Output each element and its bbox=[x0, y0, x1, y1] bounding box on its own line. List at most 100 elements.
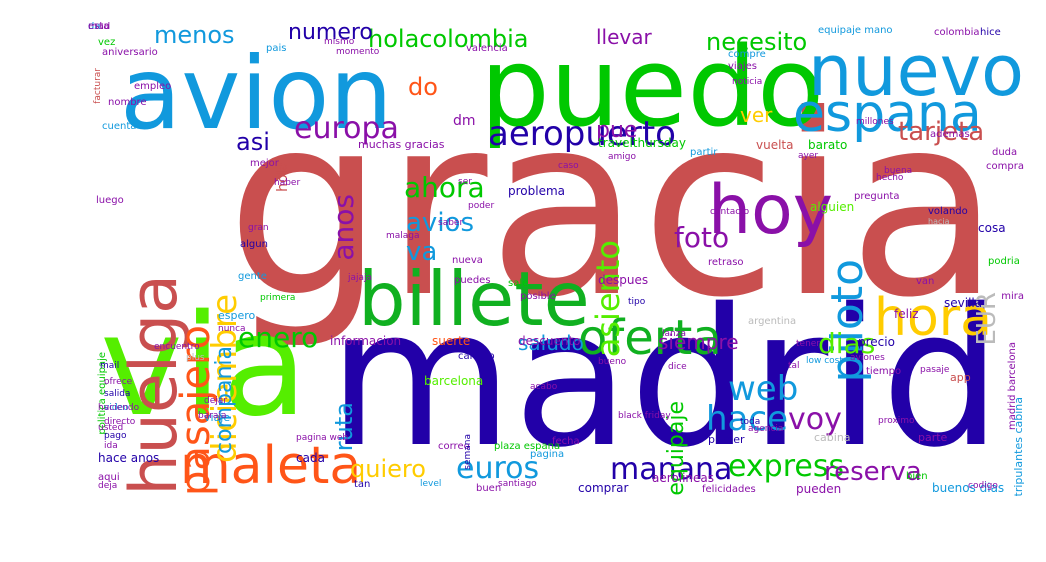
word-haber: haber bbox=[274, 178, 301, 188]
word-volando: volando bbox=[928, 206, 968, 217]
word-reserva: reserva bbox=[824, 457, 922, 487]
word-contacto: contacto bbox=[710, 207, 750, 217]
word-buen: buen bbox=[476, 483, 502, 494]
word-vez: vez bbox=[98, 37, 116, 48]
word-ida: ida bbox=[104, 441, 118, 451]
word-enero: enero bbox=[238, 321, 319, 354]
word-asiento: asiento bbox=[589, 240, 627, 358]
word-maleta: maleta bbox=[180, 436, 362, 496]
word-primer: primer bbox=[708, 433, 745, 446]
word-low-cost: low cost bbox=[806, 356, 843, 366]
word-pagina-web: pagina web bbox=[296, 433, 349, 443]
word-dice: dice bbox=[668, 362, 687, 372]
word-necesito: necesito bbox=[706, 28, 808, 56]
word-poder: poder bbox=[468, 201, 495, 211]
word-pago: pago bbox=[104, 431, 127, 441]
word-buena: buena bbox=[884, 166, 913, 176]
word-buenos-dias: buenos dias bbox=[932, 481, 1005, 495]
word-duda: duda bbox=[992, 147, 1018, 158]
word-va: va bbox=[406, 237, 438, 267]
word-oferta: oferta bbox=[578, 310, 722, 366]
word-foto: foto bbox=[674, 221, 730, 254]
word-posible: posible bbox=[520, 291, 556, 302]
word-empleo: empleo bbox=[134, 81, 172, 92]
word-compre: compre bbox=[728, 49, 766, 60]
word-anos: anos bbox=[327, 194, 360, 261]
word-tener: tener bbox=[796, 339, 821, 349]
word-van: van bbox=[916, 276, 935, 287]
word-caso: caso bbox=[558, 161, 579, 171]
word-toda: toda bbox=[740, 417, 761, 427]
word-cloud: gracia madrid via puedo avion billete huelga nu… bbox=[88, 22, 1024, 496]
word-primera: primera bbox=[260, 293, 296, 303]
word-haciendo: haciendo bbox=[98, 403, 140, 413]
word-aerolineas: aerolineas bbox=[652, 471, 715, 485]
word-tripulantes-cabina: tripulantes cabina bbox=[1012, 396, 1024, 496]
word-mejor: mejor bbox=[250, 158, 279, 169]
word-ahora: ahora bbox=[404, 171, 485, 204]
word-momento: momento bbox=[336, 47, 380, 57]
word-espana: espana bbox=[793, 84, 982, 144]
word-tan: tan bbox=[354, 479, 371, 490]
word-mail: mail bbox=[100, 361, 120, 371]
word-precio: precio bbox=[858, 335, 895, 349]
word-aviones: aviones bbox=[850, 353, 885, 363]
word-saludo: saludo bbox=[518, 331, 584, 355]
word-equipaje-mano: equipaje mano bbox=[818, 25, 893, 36]
word-via: via bbox=[100, 285, 308, 448]
word-millones: millones bbox=[856, 117, 894, 127]
word-comprar: comprar bbox=[578, 481, 629, 495]
word-cabina: cabina bbox=[814, 431, 851, 444]
word-ofrece: ofrece bbox=[104, 377, 133, 387]
word-algun: algun bbox=[240, 239, 268, 250]
word-retraso: retraso bbox=[708, 257, 744, 268]
word-baraja: baraja bbox=[198, 411, 227, 421]
word-barcelona: barcelona bbox=[424, 374, 484, 388]
word-acabo: acabo bbox=[530, 382, 558, 392]
word-hecho: hecho bbox=[876, 173, 904, 183]
word-madrid: madrid bbox=[328, 268, 1002, 489]
word-amigo: amigo bbox=[608, 152, 637, 162]
word-valencia: valencia bbox=[466, 43, 508, 54]
word-directo: directo bbox=[104, 417, 136, 427]
word-pais: pais bbox=[266, 43, 287, 54]
word-malaga: malaga bbox=[386, 231, 420, 241]
word-mad: mad bbox=[88, 22, 111, 32]
word-hice: hice bbox=[980, 27, 1001, 38]
word-siempre: siempre bbox=[658, 330, 739, 354]
word-gente: gente bbox=[238, 271, 267, 282]
word-correo: correo bbox=[438, 441, 470, 452]
word-nuevo: nuevo bbox=[807, 30, 1024, 112]
word-barato: barato bbox=[808, 138, 848, 152]
word-da: da bbox=[88, 22, 101, 32]
word-web: web bbox=[728, 369, 799, 409]
word-black-friday: black friday bbox=[618, 411, 671, 421]
word-nunca: nunca bbox=[218, 324, 246, 334]
word-hace: hace bbox=[706, 399, 788, 439]
word-llevar: llevar bbox=[596, 25, 652, 49]
word-hoy: hoy bbox=[708, 171, 833, 250]
word-alguien: alguien bbox=[810, 200, 855, 214]
word-descuento: descuento bbox=[518, 334, 581, 348]
word-vuelta: vuelta bbox=[756, 138, 794, 152]
word-tal: tal bbox=[788, 361, 800, 371]
word-cuenta: cuenta bbox=[102, 121, 137, 132]
word-santiago: santiago bbox=[498, 479, 537, 489]
word-pueden: pueden bbox=[796, 482, 842, 496]
word-partir: partir bbox=[690, 147, 718, 158]
word-felicidades: felicidades bbox=[702, 484, 756, 495]
word-sale: sale bbox=[508, 278, 529, 289]
word-pagina: pagina bbox=[530, 449, 565, 460]
word-do: do bbox=[408, 73, 438, 101]
word-quiero: quiero bbox=[350, 455, 426, 483]
word-sevilla: sevilla bbox=[944, 296, 983, 310]
word-agencia: agencia bbox=[748, 424, 784, 434]
word-encuentro: encuentro bbox=[154, 342, 200, 352]
word-pasaje: pasaje bbox=[920, 365, 950, 375]
word-jajaja: jajaja bbox=[348, 273, 373, 283]
word-parte: parte bbox=[918, 431, 948, 444]
word-aeropuerto: aeropuerto bbox=[488, 114, 676, 154]
word-salida: salida bbox=[104, 389, 131, 399]
word-tiempo: tiempo bbox=[866, 366, 902, 377]
word-problema: problema bbox=[508, 184, 566, 198]
